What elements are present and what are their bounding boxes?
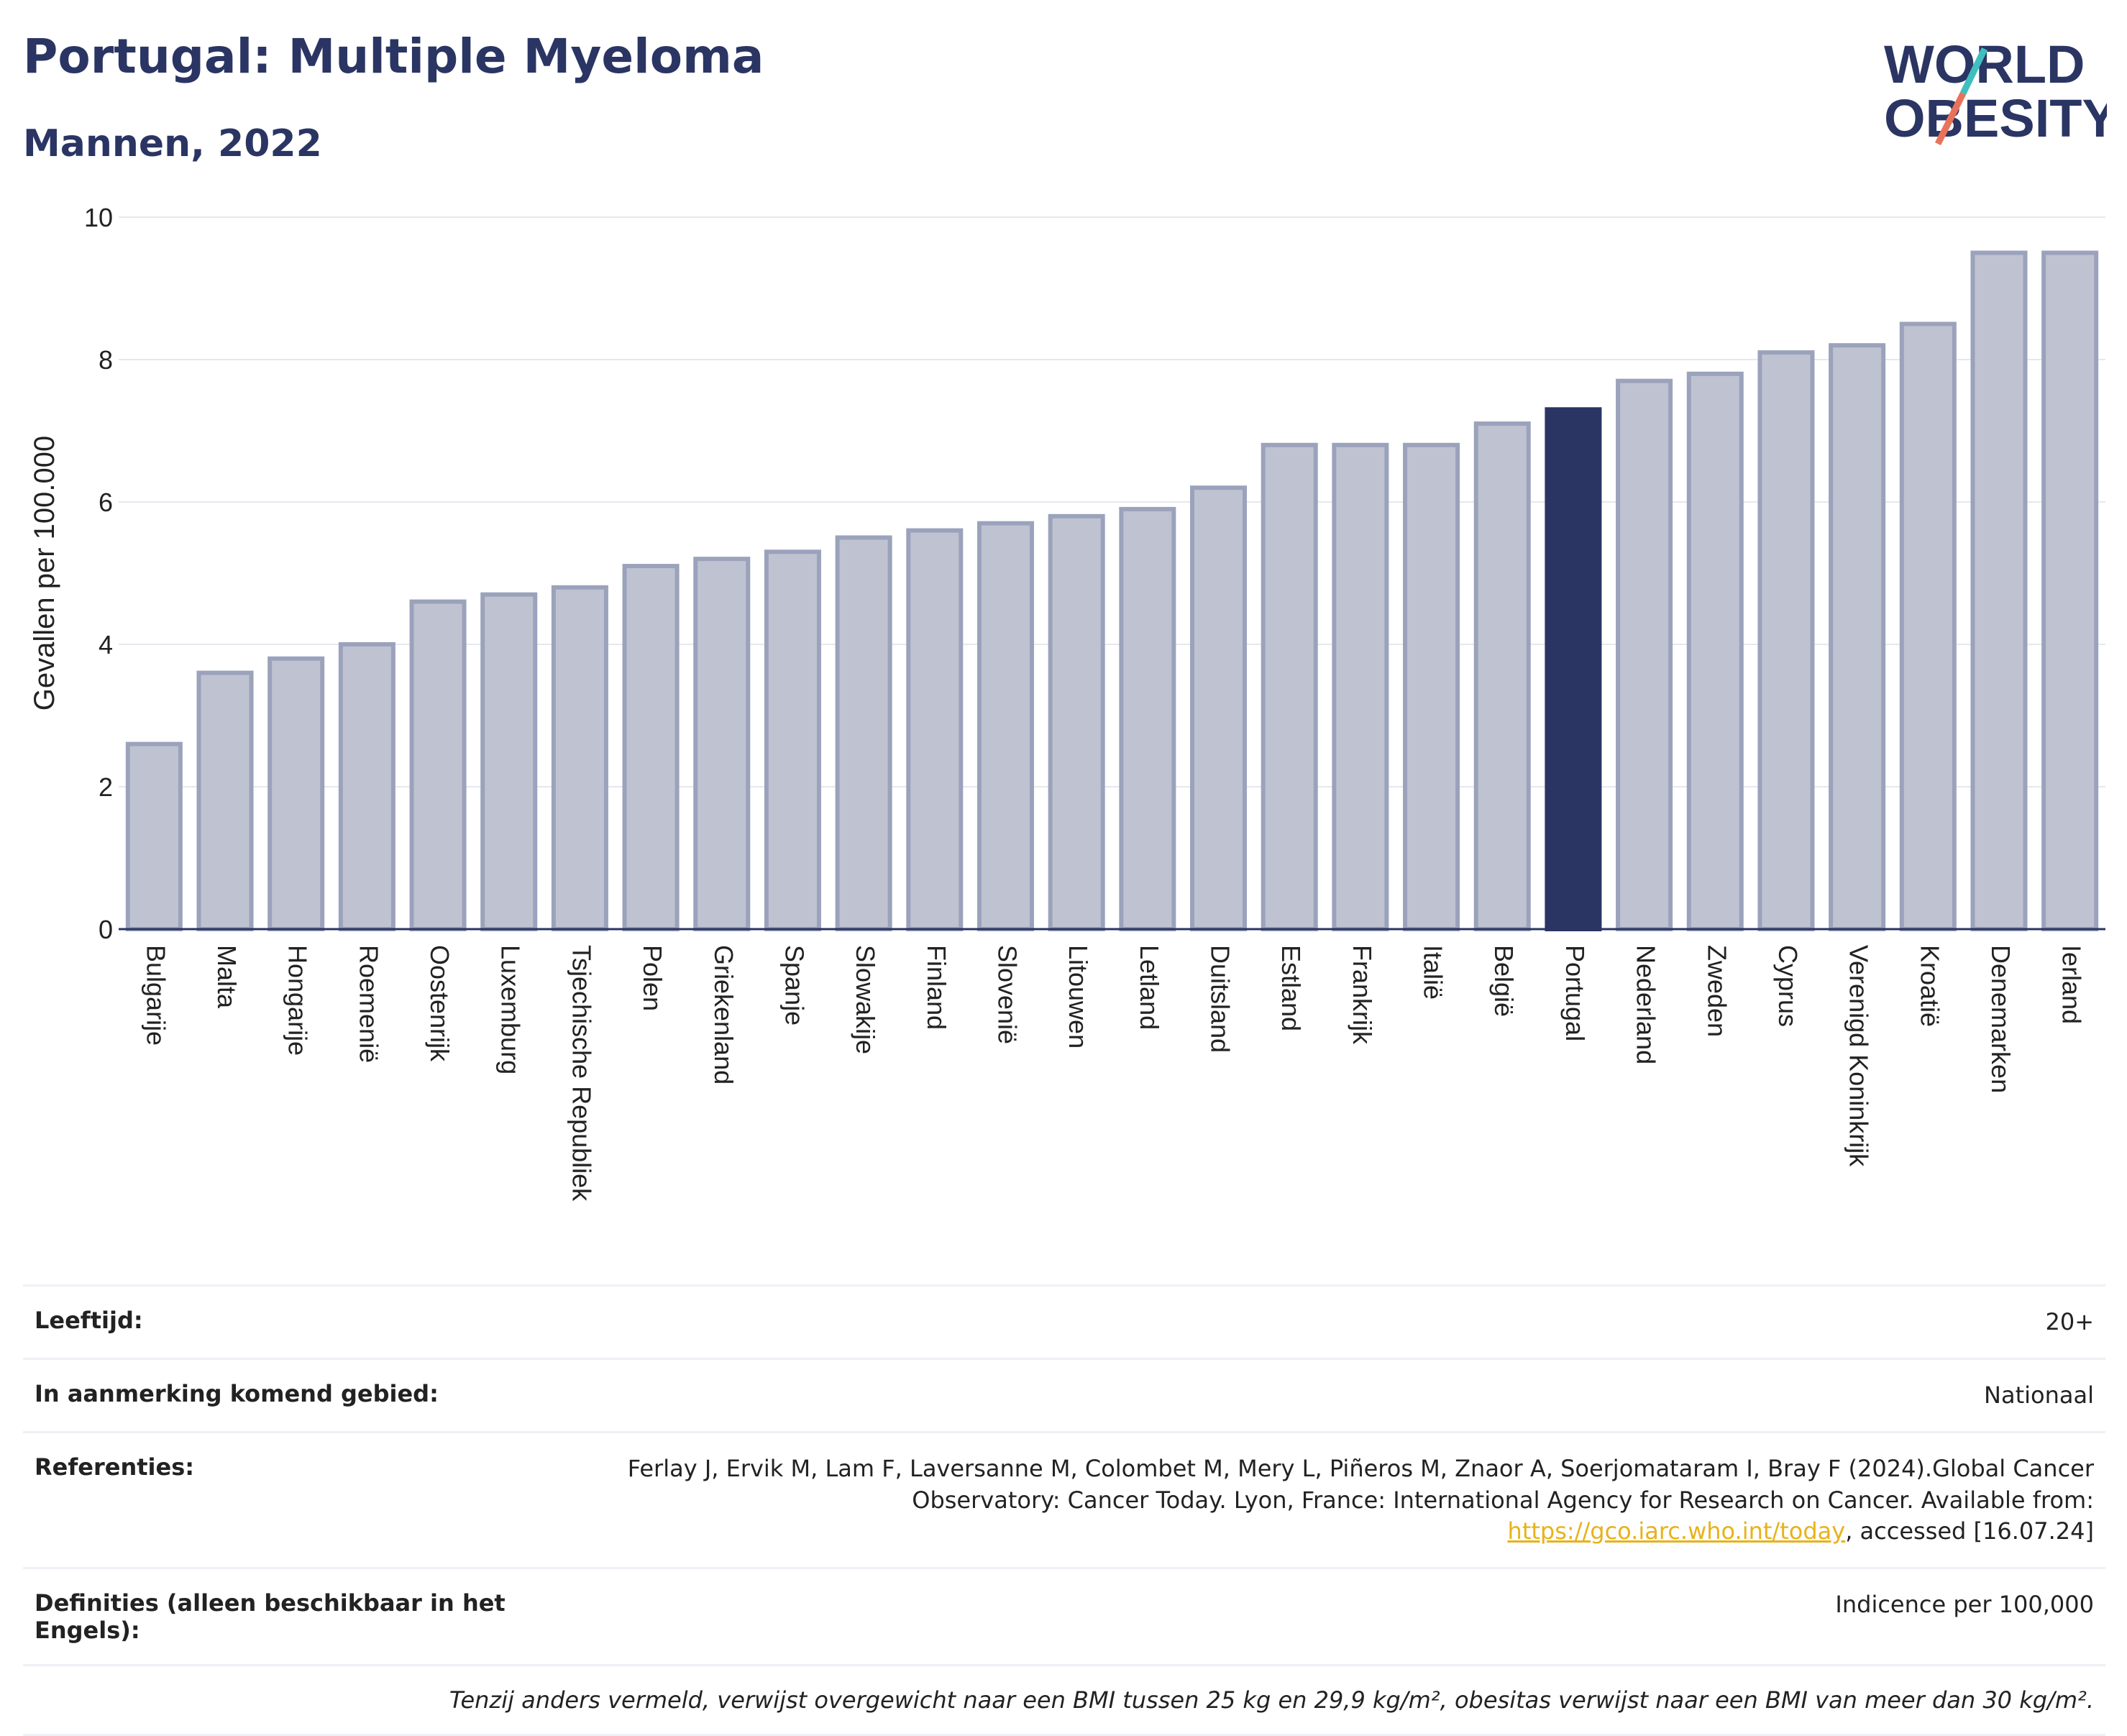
bar-verenigd-koninkrijk — [1829, 343, 1886, 931]
bar-malta — [196, 670, 254, 931]
bar-oostenrijk — [409, 599, 467, 931]
definitions-value: Indicence per 100,000 — [1835, 1590, 2094, 1618]
x-tick-label: Malta — [212, 945, 242, 1009]
x-tick-label: Slowakije — [851, 945, 880, 1054]
axes: 0 2 4 6 8 10 Bulgarije Malta Hongarije Roemenië Oo… — [84, 203, 2105, 1202]
x-tick-label: Oostenrijk — [425, 945, 454, 1062]
y-tick-label: 4 — [99, 630, 113, 659]
y-tick-label: 2 — [99, 772, 113, 802]
x-tick-label: Frankrijk — [1348, 945, 1377, 1045]
x-tick-label: Finland — [922, 945, 951, 1030]
y-axis-label: Gevallen per 100.000 — [29, 436, 60, 711]
bar-bulgarije — [125, 741, 183, 931]
x-tick-label: Cyprus — [1773, 945, 1803, 1027]
bar-nederland — [1616, 378, 1673, 931]
bar-duitsland — [1190, 485, 1248, 931]
info-row-age: Leeftijd: 20+ — [23, 1284, 2105, 1358]
footnote: Tenzij anders vermeld, verwijst overgewi… — [23, 1663, 2105, 1736]
area-value: Nationaal — [1984, 1381, 2094, 1410]
bar-cyprus — [1757, 350, 1815, 932]
x-tick-label: Ierland — [2057, 945, 2087, 1024]
x-tick-label: Griekenland — [709, 945, 738, 1084]
x-tick-label: Polen — [638, 945, 667, 1011]
x-tick-label: Denemarken — [1986, 945, 2016, 1093]
bar-slowakije — [835, 535, 892, 931]
references-accessed: , accessed [16.07.24] — [1845, 1517, 2094, 1545]
x-tick-label: Duitsland — [1206, 945, 1235, 1053]
bar-spanje — [764, 549, 821, 931]
area-label: In aanmerking komend gebied: — [35, 1380, 439, 1408]
references-text: Ferlay J, Ervik M, Lam F, Laversanne M, … — [627, 1455, 2094, 1514]
x-tick-label: Luxemburg — [496, 945, 526, 1074]
page-subtitle: Mannen, 2022 — [23, 122, 322, 165]
page-title: Portugal: Multiple Myeloma — [23, 29, 764, 84]
x-tick-label: Slovenië — [992, 945, 1022, 1044]
bar-estland — [1261, 442, 1318, 931]
x-tick-label: Verenigd Koninkrijk — [1844, 945, 1874, 1167]
x-tick-label: Tsjechische Republiek — [567, 945, 596, 1202]
y-tick-label: 6 — [99, 488, 113, 517]
x-tick-label: Letland — [1135, 945, 1164, 1030]
logo-slash-upper — [1959, 47, 1988, 95]
age-value: 20+ — [2045, 1308, 2094, 1335]
bar-griekenland — [693, 557, 751, 931]
info-row-definitions: Definities (alleen beschikbaar in het En… — [23, 1566, 2105, 1664]
y-tick-label: 10 — [84, 203, 113, 232]
x-tick-label: Kroatië — [1915, 945, 1944, 1027]
bar-slovenië — [976, 521, 1034, 931]
x-tick-label: Litouwen — [1064, 945, 1093, 1049]
x-tick-label: Nederland — [1632, 945, 1661, 1064]
bar-chart: 0 2 4 6 8 10 Bulgarije Malta Hongarije Roemenië Oo… — [29, 203, 2105, 1202]
logo-slash-lower — [1934, 91, 1967, 146]
x-tick-label: Estland — [1276, 945, 1306, 1031]
logo-line2: OBESITY — [1884, 88, 2107, 148]
bar-finland — [906, 528, 964, 931]
age-label: Leeftijd: — [35, 1307, 143, 1334]
references-link[interactable]: https://gco.iarc.who.int/today — [1507, 1517, 1846, 1545]
definitions-label: Definities (alleen beschikbaar in het En… — [35, 1589, 506, 1644]
references-label: Referenties: — [35, 1453, 195, 1481]
bar-frankrijk — [1332, 442, 1389, 931]
bar-denemarken — [1970, 250, 2028, 931]
bar-roemenië — [338, 642, 395, 931]
x-tick-label: Bulgarije — [141, 945, 170, 1046]
bar-italië — [1403, 442, 1460, 931]
x-tick-label: Spanje — [779, 945, 809, 1025]
info-table: Leeftijd: 20+ In aanmerking komend gebie… — [23, 1284, 2105, 1736]
bar-polen — [622, 564, 680, 931]
y-tick-label: 8 — [99, 345, 113, 375]
bar-zweden — [1686, 371, 1744, 931]
bar-ierland — [2041, 250, 2099, 931]
bar-hongarije — [267, 656, 325, 931]
world-obesity-logo: WORLD OBESITY — [1884, 35, 2107, 148]
info-row-references: Referenties: Ferlay J, Ervik M, Lam F, L… — [23, 1431, 2105, 1567]
x-tick-label: Portugal — [1560, 945, 1590, 1041]
bar-belgië — [1473, 421, 1531, 931]
x-tick-label: België — [1489, 945, 1519, 1017]
x-tick-label: Roemenië — [354, 945, 383, 1063]
references-value: Ferlay J, Ervik M, Lam F, Laversanne M, … — [584, 1453, 2094, 1547]
bar-litouwen — [1048, 513, 1105, 931]
bar-luxemburg — [480, 592, 538, 931]
bars — [125, 250, 2099, 932]
y-tick-label: 0 — [99, 915, 113, 944]
x-tick-label: Zweden — [1702, 945, 1732, 1037]
x-tick-label: Italië — [1419, 945, 1448, 1000]
bar-portugal — [1545, 407, 1602, 931]
info-row-area: In aanmerking komend gebied: Nationaal — [23, 1358, 2105, 1431]
bar-kroatië — [1899, 321, 1957, 931]
bar-tsjechische-republiek — [551, 585, 608, 931]
x-tick-label: Hongarije — [283, 945, 313, 1056]
logo-line1: WORLD — [1884, 35, 2085, 94]
bar-letland — [1119, 506, 1176, 931]
